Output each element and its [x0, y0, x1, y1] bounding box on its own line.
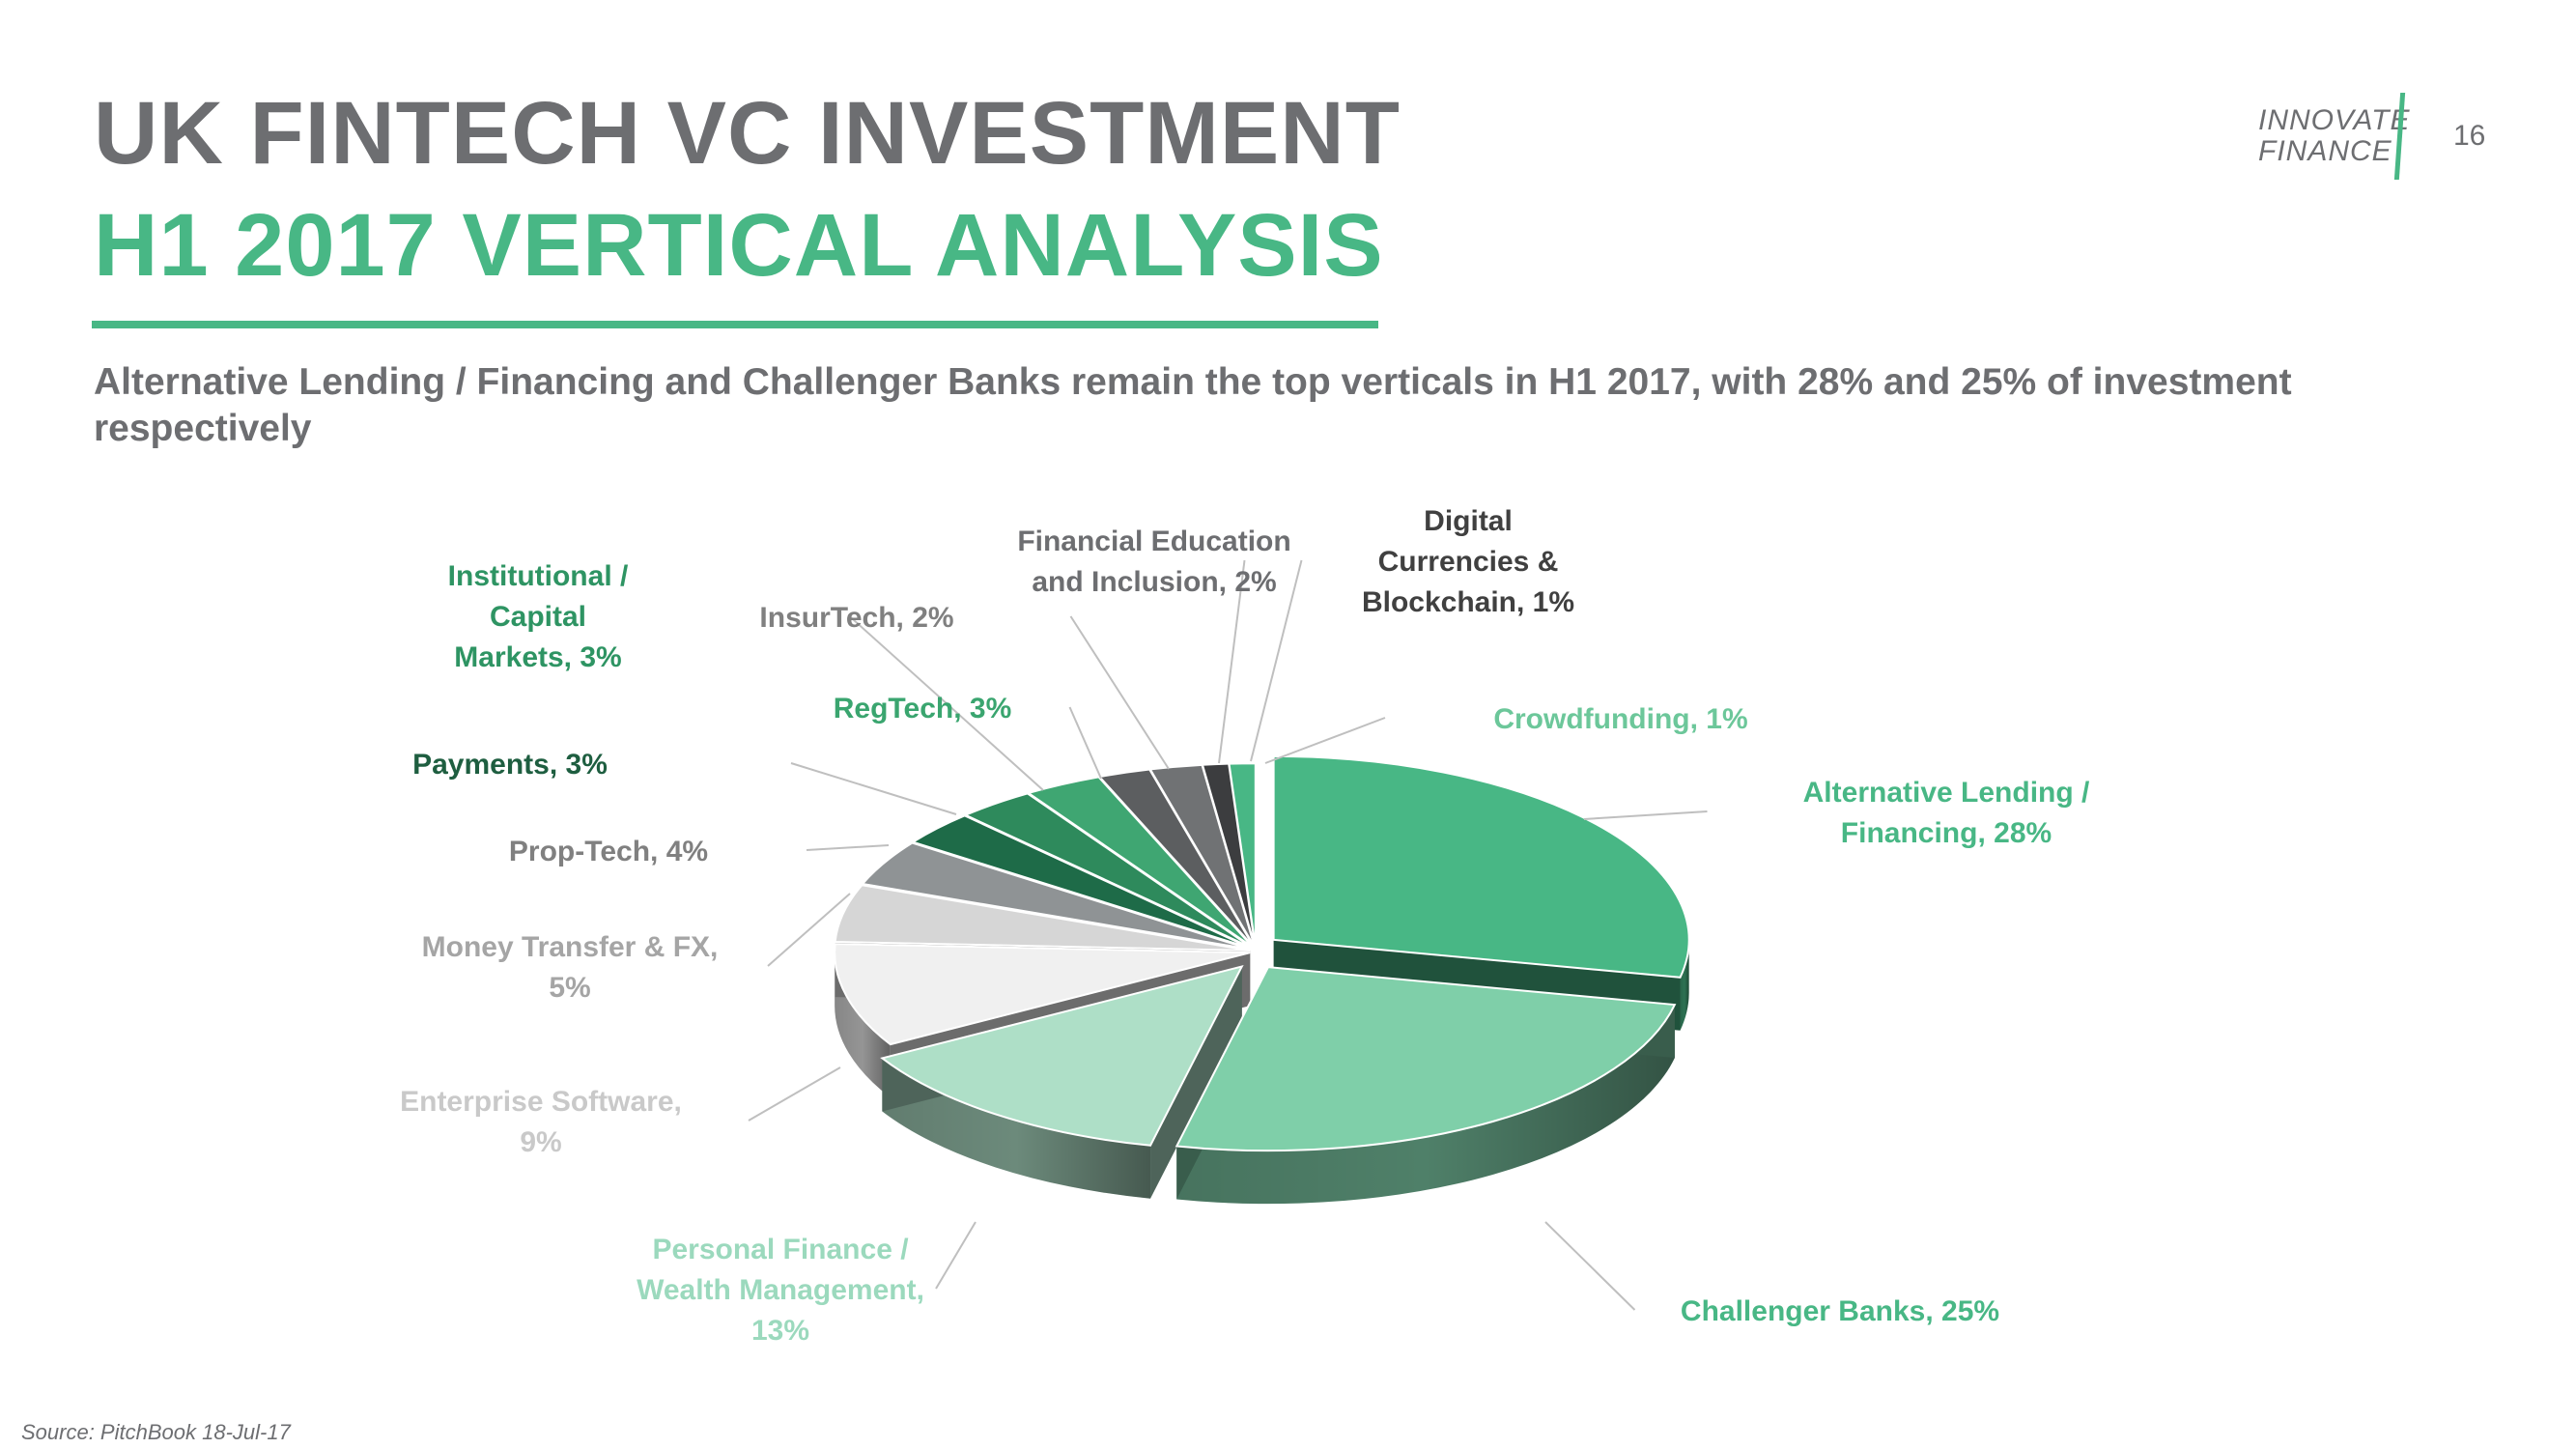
pie-leader-line-11	[1250, 559, 1303, 762]
pie-label-line-3-0: Enterprise Software,	[400, 1086, 682, 1118]
pie-slice-side-shade-1	[1176, 1005, 1675, 1205]
pie-label-line-2-2: 13%	[751, 1315, 809, 1347]
pie-label-line-10-0: Financial Education	[1017, 526, 1290, 557]
pie-label-line-10-1: and Inclusion, 2%	[1032, 566, 1276, 598]
pie-label-line-5-0: Prop-Tech, 4%	[509, 836, 708, 867]
pie-label-line-7-2: Markets, 3%	[454, 641, 621, 673]
source-note: Source: PitchBook 18-Jul-17	[21, 1420, 291, 1444]
pie-slice-side-shade-2	[882, 1058, 1151, 1199]
pie-tops	[834, 754, 1690, 1152]
pie-label-6: Payments, 3%	[412, 749, 608, 781]
pie-leader-line-9	[1069, 615, 1170, 770]
page-title-line1: UK FINTECH VC INVESTMENT	[94, 84, 1401, 183]
pie-label-2: Personal Finance / Wealth Management, 13%	[637, 1234, 924, 1347]
pie-label-4: Money Transfer & FX, 5%	[422, 931, 719, 1004]
pie-slice-3	[834, 943, 1251, 1046]
pie-leader-line-5	[806, 844, 890, 851]
pie-leader-line-4	[767, 893, 851, 967]
page-title-line2: H1 2017 VERTICAL ANALYSIS	[94, 196, 1384, 295]
innovate-finance-logo: INNOVATE FINANCE	[2258, 93, 2422, 189]
pie-label-10: Financial Education and Inclusion, 2%	[1017, 526, 1290, 598]
pie-label-line-4-1: 5%	[549, 972, 590, 1004]
pie-leader-line-1	[1544, 1221, 1636, 1311]
pie-slice-1	[1175, 966, 1677, 1152]
pie-label-line-7-1: Capital	[490, 601, 586, 633]
pie-label-line-12-0: Crowdfunding, 1%	[1493, 703, 1747, 735]
pie-label-3: Enterprise Software, 9%	[400, 1086, 682, 1158]
pie-label-line-2-1: Wealth Management,	[637, 1274, 924, 1306]
page-number: 16	[2453, 120, 2486, 152]
pie-leader-line-6	[790, 762, 957, 815]
pie-label-line-4-0: Money Transfer & FX,	[422, 931, 719, 963]
pie-label-line-11-2: Blockchain, 1%	[1362, 586, 1574, 618]
pie-leader-line-3	[748, 1066, 841, 1122]
title-underline	[92, 321, 1378, 328]
pie-label-0: Alternative Lending / Financing, 28%	[1803, 777, 2090, 849]
pie-label-line-11-0: Digital	[1424, 505, 1513, 537]
pie-leader-line-8	[1068, 706, 1102, 780]
pie-label-line-7-0: Institutional /	[448, 560, 629, 592]
pie-slice-5	[861, 841, 1252, 951]
pie-label-1: Challenger Banks, 25%	[1681, 1295, 1999, 1327]
pie-slice-0	[1272, 754, 1690, 979]
pie-leader-line-12	[1264, 717, 1386, 764]
pie-leader-line-0	[1583, 810, 1708, 820]
pie-label-9: InsurTech, 2%	[759, 602, 953, 634]
pie-label-8: RegTech, 3%	[834, 693, 1012, 724]
pie-slice-4	[834, 884, 1251, 952]
pie-label-5: Prop-Tech, 4%	[509, 836, 708, 867]
pie-label-12: Crowdfunding, 1%	[1493, 703, 1747, 735]
pie-slice-2	[880, 964, 1244, 1147]
pie-label-line-1-0: Challenger Banks, 25%	[1681, 1295, 1999, 1327]
pie-leader-line-10	[1218, 559, 1246, 764]
pie-slice-12	[1228, 762, 1257, 948]
pie-label-line-11-1: Currencies &	[1378, 546, 1559, 578]
pie-label-11: Digital Currencies & Blockchain, 1%	[1362, 505, 1574, 618]
pie-label-line-9-0: InsurTech, 2%	[759, 602, 953, 634]
pie-label-line-8-0: RegTech, 3%	[834, 693, 1012, 724]
pie-leader-lines	[748, 559, 1708, 1311]
pie-slice-side-shade-3	[835, 952, 891, 1098]
logo-text-line1: INNOVATE	[2258, 104, 2411, 136]
pie-label-line-3-1: 9%	[520, 1126, 561, 1158]
pie-label-line-0-1: Financing, 28%	[1841, 817, 2052, 849]
pie-label-line-2-0: Personal Finance /	[652, 1234, 909, 1265]
pie-leader-line-7	[847, 614, 1044, 791]
pie-leader-line-2	[935, 1221, 977, 1290]
pie-label-7: Institutional / Capital Markets, 3%	[448, 560, 629, 673]
logo-text-line2: FINANCE	[2258, 135, 2392, 167]
pie-labels: Alternative Lending / Financing, 28% Chall…	[400, 505, 2090, 1347]
pie-label-line-0-0: Alternative Lending /	[1803, 777, 2090, 809]
pie-label-line-6-0: Payments, 3%	[412, 749, 608, 781]
page-subtitle: Alternative Lending / Financing and Chal…	[94, 361, 2292, 449]
